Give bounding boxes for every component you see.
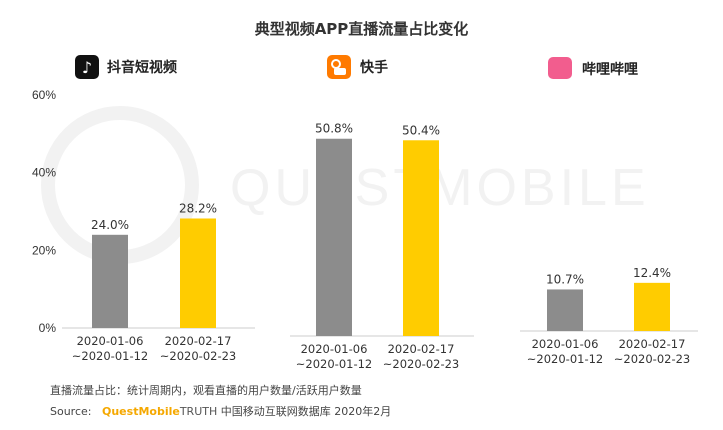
x-tick-label: 2020-01-06 [77,334,144,348]
y-tick-label: 0% [39,321,57,335]
bar [634,282,670,331]
bar [403,140,439,336]
x-tick-label: ~2020-01-12 [72,349,148,363]
bar-data-label: 50.4% [402,123,440,137]
bar-data-label: 12.4% [633,266,671,280]
bar [316,138,352,336]
watermark-text: QUESTMOBILE [230,159,650,217]
app-name-2: 快手 [360,59,388,76]
y-tick-label: 40% [32,166,56,180]
bar-data-label: 50.8% [315,122,353,136]
source-rest: 中国移动互联网数据库 2020年2月 [217,405,392,418]
bar-data-label: 10.7% [546,272,584,286]
x-tick-label: ~2020-01-12 [527,352,603,366]
x-tick-label: ~2020-01-12 [296,357,372,371]
footnote: 直播流量占比：统计周期内，观看直播的用户数量/活跃用户数量 [50,384,362,397]
kuaishou-icon-camera [334,68,346,75]
x-tick-label: 2020-02-17 [619,337,686,351]
source-line: Source: QuestMobileTRUTH 中国移动互联网数据库 2020… [50,403,391,419]
x-tick-label: ~2020-02-23 [614,352,690,366]
source-prefix: Source: [50,405,92,418]
source-brand: QuestMobile [102,405,180,418]
bar [92,234,128,328]
bar-data-label: 24.0% [91,218,129,232]
x-tick-label: 2020-01-06 [301,342,368,356]
x-tick-label: ~2020-02-23 [160,349,236,363]
source-truth: TRUTH [179,405,218,418]
y-tick-label: 60% [32,88,56,102]
x-tick-label: ~2020-02-23 [383,357,459,371]
bar-data-label: 28.2% [179,201,217,215]
chart-title: 典型视频APP直播流量占比变化 [254,20,469,38]
x-tick-label: 2020-01-06 [532,337,599,351]
bilibili-icon [548,57,572,79]
app-name-3: 哔哩哔哩 [582,61,638,78]
bar [547,289,583,331]
app-name-1: 抖音短视频 [107,59,177,76]
y-tick-label: 20% [32,243,56,257]
douyin-glyph: ♪ [82,58,92,77]
x-tick-label: 2020-02-17 [388,342,455,356]
x-tick-label: 2020-02-17 [165,334,232,348]
douyin-icon [75,55,99,79]
bar [180,218,216,328]
